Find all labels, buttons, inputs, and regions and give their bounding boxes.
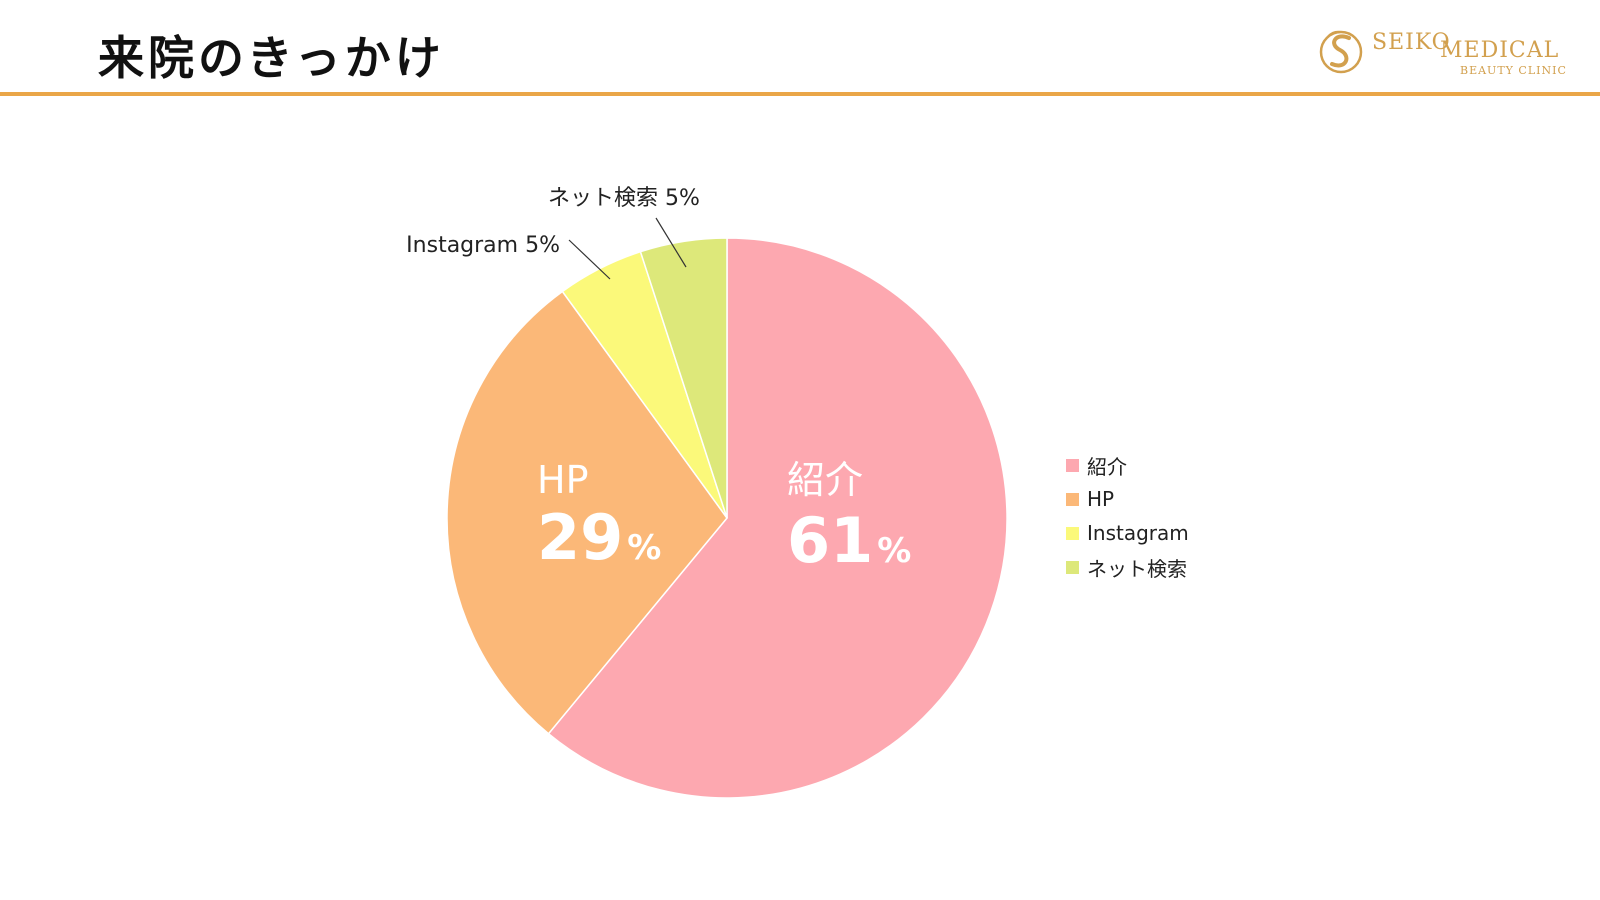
pie-slice [547, 237, 1008, 799]
slice-value-label: 29% [537, 501, 661, 574]
clinic-logo: SEIKO MEDICAL BEAUTY CLINIC [1316, 22, 1578, 82]
callout-label: Instagram 5% [406, 233, 560, 258]
slice-value-label: 61% [787, 504, 911, 577]
legend-item: Instagram [1066, 516, 1189, 550]
logo-text-beauty-clinic: BEAUTY CLINIC [1460, 64, 1567, 77]
legend-label: Instagram [1087, 521, 1189, 545]
legend-item: 紹介 [1066, 448, 1189, 482]
callout-leader-line [568, 239, 611, 280]
legend-swatch [1066, 560, 1079, 574]
logo-text-seiko: SEIKO [1372, 30, 1451, 55]
legend-label: 紹介 [1087, 454, 1127, 479]
slide-header: 来院のきっかけ SEIKO MEDICAL BEAUTY CLINIC [0, 0, 1600, 96]
legend-swatch [1066, 458, 1079, 472]
page-title: 来院のきっかけ [98, 31, 445, 85]
legend-item: HP [1066, 482, 1189, 516]
callout-leader-line [655, 217, 687, 268]
legend-item: ネット検索 [1066, 550, 1189, 584]
logo-emblem-icon [1319, 30, 1363, 74]
pie-slice [446, 290, 728, 735]
legend-swatch [1066, 526, 1079, 540]
slice-label: 紹介 [787, 458, 863, 502]
chart-legend: 紹介 HP Instagram ネット検索 [1066, 448, 1189, 584]
legend-swatch [1066, 492, 1079, 506]
legend-label: HP [1087, 487, 1115, 511]
logo-text-medical: MEDICAL [1440, 38, 1560, 63]
pie-slice [639, 237, 728, 519]
callout-label: ネット検索 5% [548, 186, 700, 211]
legend-label: ネット検索 [1087, 556, 1187, 581]
slice-label: HP [537, 458, 589, 502]
